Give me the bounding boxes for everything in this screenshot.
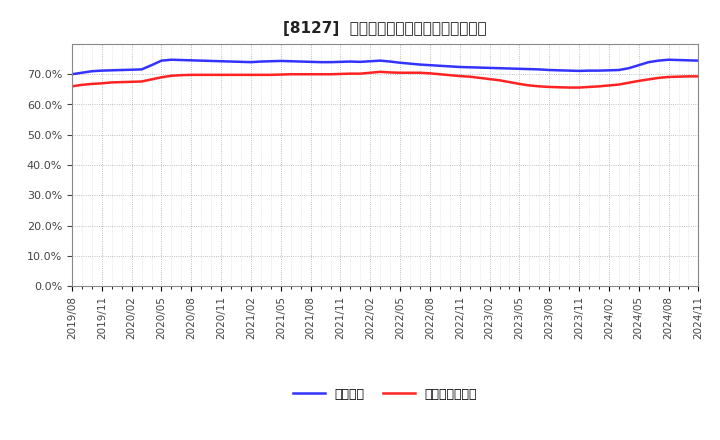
固定長期適合率 bbox=[326, 72, 335, 77]
固定比率 bbox=[167, 57, 176, 62]
Title: [8127]  固定比率、固定長期適合率の推移: [8127] 固定比率、固定長期適合率の推移 bbox=[284, 21, 487, 36]
固定比率 bbox=[694, 58, 703, 63]
固定長期適合率 bbox=[485, 77, 494, 82]
固定長期適合率 bbox=[426, 71, 434, 76]
Line: 固定比率: 固定比率 bbox=[72, 60, 698, 74]
固定比率 bbox=[386, 59, 395, 64]
固定比率 bbox=[485, 65, 494, 70]
固定長期適合率 bbox=[68, 84, 76, 89]
固定長期適合率 bbox=[147, 77, 156, 82]
固定比率 bbox=[336, 59, 345, 65]
Line: 固定長期適合率: 固定長期適合率 bbox=[72, 72, 698, 88]
固定比率 bbox=[426, 62, 434, 68]
固定長期適合率 bbox=[694, 74, 703, 79]
固定比率 bbox=[68, 72, 76, 77]
固定比率 bbox=[147, 62, 156, 68]
固定長期適合率 bbox=[475, 75, 484, 81]
Legend: 固定比率, 固定長期適合率: 固定比率, 固定長期適合率 bbox=[288, 383, 482, 406]
固定長期適合率 bbox=[386, 70, 395, 75]
固定長期適合率 bbox=[376, 69, 384, 74]
固定比率 bbox=[475, 65, 484, 70]
固定長期適合率 bbox=[564, 85, 573, 90]
